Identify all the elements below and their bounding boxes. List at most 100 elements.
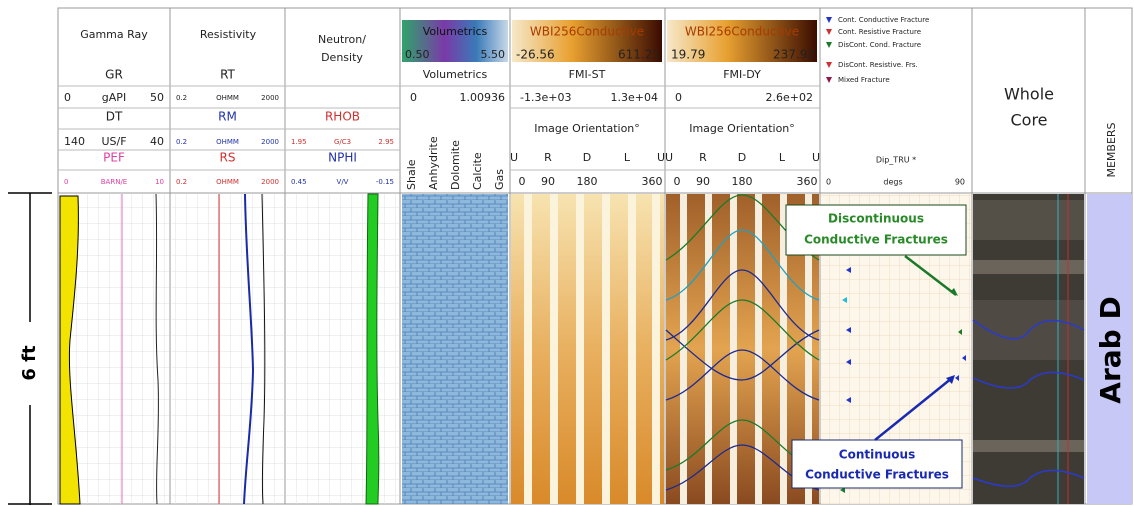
track-title: MEMBERS <box>1105 122 1118 177</box>
scale-left: 1.95 <box>291 138 307 146</box>
scale-left: 0 <box>64 91 71 104</box>
legend-min: 0.50 <box>405 48 430 61</box>
track-title: Whole <box>1004 85 1054 104</box>
azimuth-tick: 90 <box>696 175 710 188</box>
legend-name: WBI256Conductive <box>685 25 799 39</box>
scale-unit: V/V <box>337 178 349 186</box>
orientation-tick: L <box>624 151 631 164</box>
legend-marker <box>826 29 832 35</box>
azimuth-tick: 360 <box>642 175 663 188</box>
resistivity-grid <box>171 194 284 504</box>
track-title: Density <box>321 51 363 64</box>
well-log: Gamma RayGR0gAPI50DT140US/F40PEF0BARN/E1… <box>0 0 1134 506</box>
orientation-tick: D <box>738 151 746 164</box>
scale-left: 0 <box>64 178 68 186</box>
scale-unit: OHMM <box>216 138 239 146</box>
component-label: Gas <box>493 169 506 190</box>
track-title: Neutron/ <box>318 33 366 46</box>
scale-unit: OHMM <box>216 178 239 186</box>
scale-unit: US/F <box>101 135 126 148</box>
legend-min: 19.79 <box>671 48 705 62</box>
scale-left: 0.2 <box>176 94 187 102</box>
legend-max: 237.92 <box>773 48 815 62</box>
legend-min: -26.56 <box>516 48 555 62</box>
fmi-st-image <box>511 194 664 504</box>
azimuth-tick: 90 <box>541 175 555 188</box>
orientation-tick: U <box>665 151 673 164</box>
track-title: FMI-ST <box>569 68 606 81</box>
curve-name: RHOB <box>325 110 360 124</box>
scale-left: 0.2 <box>176 178 187 186</box>
scale-unit: G/C3 <box>334 138 351 146</box>
annotation: Conductive Fractures <box>805 468 949 482</box>
volumetrics-fill <box>402 194 508 504</box>
orientation-tick: U <box>812 151 820 164</box>
track-title: Gamma Ray <box>80 28 148 41</box>
scale-unit: BARN/E <box>101 178 127 186</box>
curve-name: DT <box>106 110 123 124</box>
curve-name: RT <box>220 68 235 82</box>
scale-left: 0 <box>410 91 417 104</box>
legend-marker <box>826 77 832 83</box>
orientation-tick: R <box>544 151 552 164</box>
orientation-label: Image Orientation° <box>689 122 795 135</box>
orientation-tick: D <box>583 151 591 164</box>
track-title: Dip_TRU * <box>876 156 916 165</box>
scale-right: 2.95 <box>378 138 394 146</box>
scale-right: -0.15 <box>376 178 394 186</box>
curve-name: RS <box>220 151 236 165</box>
curve-name: PEF <box>103 151 125 165</box>
annotation: Conductive Fractures <box>804 233 948 247</box>
scale-left: 0 <box>826 178 831 187</box>
legend-max: 611.21 <box>618 48 660 62</box>
orientation-label: Image Orientation° <box>534 122 640 135</box>
curve-name: NPHI <box>328 151 357 165</box>
legend-entry: DisCont. Cond. Fracture <box>838 41 921 49</box>
depth-label: 6 ft <box>19 345 40 381</box>
legend-marker <box>826 17 832 23</box>
curve-name: GR <box>105 68 123 82</box>
scale-right: 2.6e+02 <box>766 91 813 104</box>
legend-name: Volumetrics <box>423 25 488 38</box>
azimuth-tick: 180 <box>577 175 598 188</box>
azimuth-tick: 360 <box>797 175 818 188</box>
track-title: Core <box>1010 111 1047 130</box>
scale-right: 1.3e+04 <box>611 91 658 104</box>
annotation: Discontinuous <box>828 212 924 226</box>
scale-unit: degs <box>883 178 902 187</box>
nphi-curve <box>366 194 379 504</box>
curve-name: RM <box>218 110 237 124</box>
orientation-tick: U <box>657 151 665 164</box>
scale-right: 50 <box>150 91 164 104</box>
orientation-tick: L <box>779 151 786 164</box>
orientation-tick: U <box>510 151 518 164</box>
scale-left: 0.45 <box>291 178 307 186</box>
scale-left: 0 <box>675 91 682 104</box>
member-name: Arab D <box>1094 296 1127 403</box>
annotation: Continuous <box>839 448 915 462</box>
legend-marker <box>826 42 832 48</box>
neutron-grid <box>286 194 399 504</box>
component-label: Shale <box>405 159 418 190</box>
track-title: Resistivity <box>200 28 257 41</box>
component-label: Dolomite <box>449 140 462 190</box>
scale-right: 90 <box>955 178 965 187</box>
legend-entry: Cont. Conductive Fracture <box>838 16 929 24</box>
scale-left: 0.2 <box>176 138 187 146</box>
track-title: FMI-DY <box>723 68 761 81</box>
legend-max: 5.50 <box>481 48 506 61</box>
legend-marker <box>826 62 832 68</box>
track-title: Volumetrics <box>423 68 488 81</box>
scale-left: 140 <box>64 135 85 148</box>
azimuth-tick: 0 <box>519 175 526 188</box>
legend-entry: DisCont. Resistive. Frs. <box>838 61 918 69</box>
scale-right: 2000 <box>261 178 279 186</box>
component-label: Calcite <box>471 152 484 190</box>
legend-name: WBI256Conductive <box>530 25 644 39</box>
azimuth-tick: 180 <box>732 175 753 188</box>
scale-right: 1.00936 <box>460 91 506 104</box>
scale-left: -1.3e+03 <box>520 91 571 104</box>
scale-right: 2000 <box>261 138 279 146</box>
azimuth-tick: 0 <box>674 175 681 188</box>
legend-entry: Cont. Resistive Fracture <box>838 28 921 36</box>
